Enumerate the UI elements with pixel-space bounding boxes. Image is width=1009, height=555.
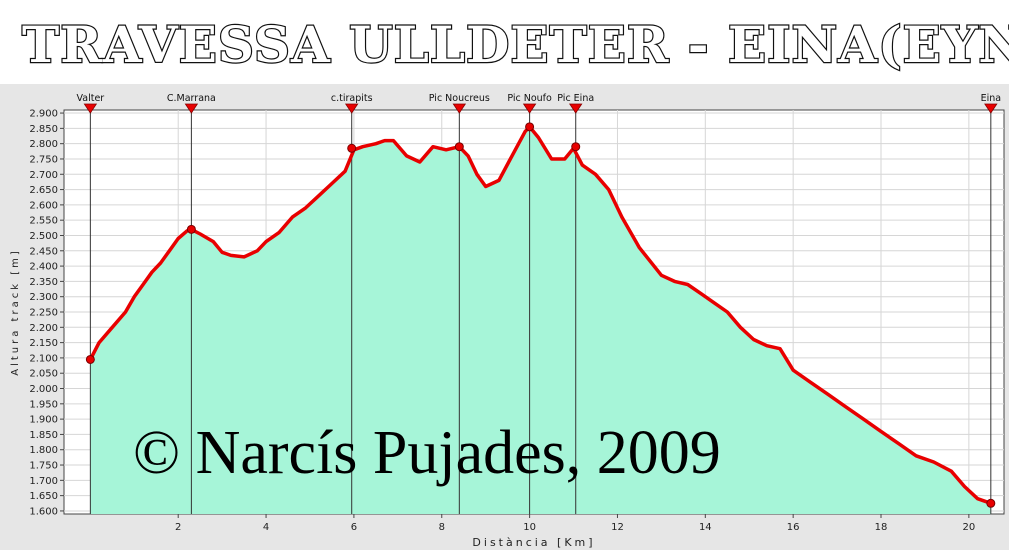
waypoint-flag [344, 103, 359, 114]
elevation-area [90, 126, 991, 515]
waypoint-flag [568, 103, 583, 114]
title-banner: TRAVESSA ULLDETER - EINA(EYNE) [0, 0, 1009, 84]
x-tick-label: 6 [351, 522, 357, 533]
y-tick-label: 2.600 [29, 200, 58, 211]
waypoint-flag [83, 103, 98, 114]
x-axis: 2 4 6 8 10 12 14 16 18 20 [175, 514, 975, 533]
x-tick-label: 10 [523, 522, 536, 533]
x-tick-label: 20 [962, 522, 975, 533]
waypoint-point [85, 354, 95, 364]
y-tick-label: 2.800 [29, 139, 58, 150]
waypoint-label: Valter [77, 93, 105, 104]
y-tick-label: 1.600 [29, 506, 58, 517]
y-tick-label: 1.650 [29, 491, 58, 502]
waypoint-flag [522, 103, 537, 114]
waypoint-markers: Valter C.Marrana c.tirapits Pic Noucreus Pic… [77, 93, 1001, 508]
y-axis-label: Altura track [m] [10, 248, 21, 375]
y-tick-label: 2.650 [29, 185, 58, 196]
waypoint-point [571, 142, 581, 152]
waypoint-point [186, 224, 196, 234]
x-tick-label: 12 [611, 522, 624, 533]
y-tick-label: 2.350 [29, 277, 58, 288]
y-tick-label: 2.100 [29, 353, 58, 364]
y-axis: 1.600 1.650 1.700 1.750 1.800 1.850 1.900 1.950… [29, 109, 64, 517]
y-tick-label: 2.250 [29, 308, 58, 319]
x-tick-label: 18 [875, 522, 888, 533]
y-tick-label: 1.750 [29, 461, 58, 472]
y-tick-label: 2.750 [29, 154, 58, 165]
x-axis-label: Distància [Km] [472, 536, 595, 549]
x-tick-label: 4 [263, 522, 269, 533]
y-tick-label: 2.500 [29, 231, 58, 242]
y-tick-label: 1.900 [29, 415, 58, 426]
y-tick-label: 2.550 [29, 216, 58, 227]
waypoint-flag [452, 103, 467, 114]
y-tick-label: 1.800 [29, 445, 58, 456]
waypoint-label: C.Marrana [167, 93, 216, 104]
x-tick-label: 8 [439, 522, 445, 533]
waypoint-point [347, 143, 357, 153]
copyright-watermark: © Narcís Pujades, 2009 [133, 419, 721, 487]
y-tick-label: 2.200 [29, 323, 58, 334]
x-tick-label: 14 [699, 522, 712, 533]
title-svg: TRAVESSA ULLDETER - EINA(EYNE) [21, 14, 1009, 75]
y-tick-label: 2.000 [29, 384, 58, 395]
y-tick-label: 2.900 [29, 109, 58, 120]
x-tick-label: 16 [787, 522, 800, 533]
y-tick-label: 2.450 [29, 246, 58, 257]
waypoint-point [454, 142, 464, 152]
waypoint-lines [89, 110, 992, 514]
y-tick-label: 2.300 [29, 292, 58, 303]
y-tick-label: 1.700 [29, 476, 58, 487]
waypoint-point [986, 498, 996, 508]
y-tick-label: 2.150 [29, 338, 58, 349]
chart-frame: Valter C.Marrana c.tirapits Pic Noucreus Pic… [0, 84, 1009, 550]
waypoint-label: Pic Eina [557, 93, 594, 104]
elevation-line [88, 125, 993, 506]
waypoint-label: c.tirapits [331, 93, 373, 104]
waypoint-label: Eina [981, 93, 1001, 104]
waypoint-flag [984, 103, 998, 114]
y-tick-label: 2.400 [29, 262, 58, 273]
waypoint-label: Pic Noufo [507, 93, 552, 104]
y-tick-label: 2.050 [29, 369, 58, 380]
y-tick-label: 2.700 [29, 170, 58, 181]
chart-title: TRAVESSA ULLDETER - EINA(EYNE) [22, 15, 1009, 74]
y-tick-label: 2.850 [29, 124, 58, 135]
waypoint-flag [184, 103, 199, 114]
y-tick-label: 1.950 [29, 399, 58, 410]
elevation-chart: Valter C.Marrana c.tirapits Pic Noucreus Pic… [0, 84, 1009, 550]
waypoint-point [525, 122, 535, 132]
waypoint-label: Pic Noucreus [429, 93, 490, 104]
x-tick-label: 2 [175, 522, 181, 533]
y-tick-label: 1.850 [29, 430, 58, 441]
